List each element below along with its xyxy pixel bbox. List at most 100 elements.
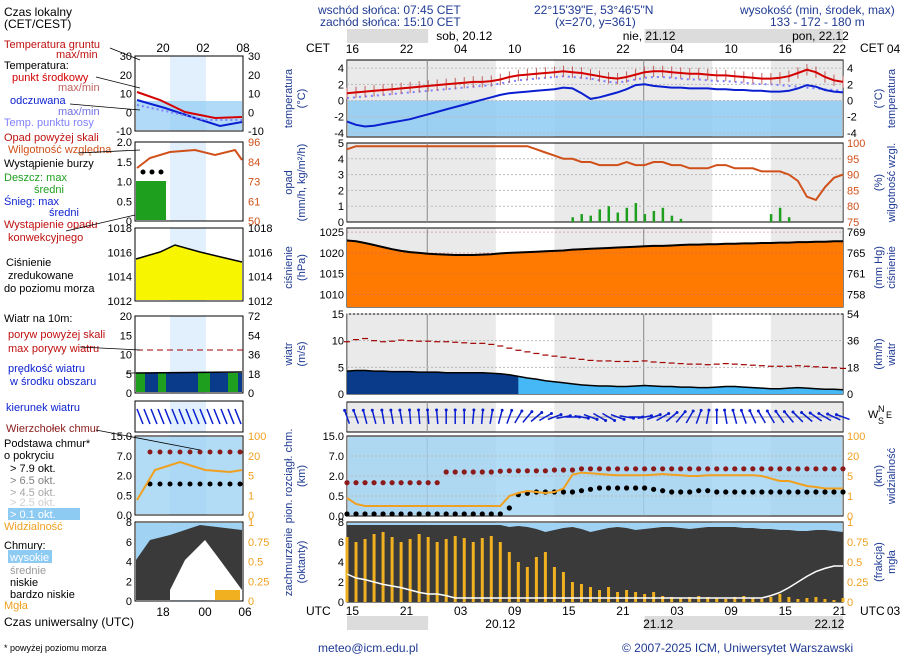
wind-arrow: [530, 411, 543, 423]
low-cloud-bar: [489, 536, 493, 602]
cet-tick: 22: [400, 42, 414, 56]
right-tick-label: 758: [847, 290, 865, 302]
left-tick-label: 1: [338, 201, 344, 213]
low-cloud-bar: [742, 596, 746, 602]
legend-wind-arrow: [220, 408, 228, 425]
utc-tick: 09: [508, 604, 522, 618]
wind-arrow: [610, 413, 625, 421]
legend-base-79: > 7.9 okt.: [10, 463, 56, 475]
cloud-base-dot: [795, 489, 801, 495]
cloud-top-dot: [524, 468, 530, 474]
legend-right-tick: 54: [248, 330, 260, 342]
legend-right-tick: 1016: [248, 247, 272, 259]
legend-base-title: Podstawa chmur*: [4, 438, 91, 450]
low-cloud-bar: [390, 537, 394, 602]
legend-cloud-top: Wierzchołek chmur: [6, 423, 100, 435]
legend-top-dot: [207, 449, 213, 455]
night-band-wind-2: [770, 314, 843, 394]
legend-temp-label: Temperatura:: [4, 60, 69, 72]
right-tick-label: 90: [847, 170, 859, 182]
legend-wind-band: [136, 373, 145, 392]
legend-pressure-area: [136, 245, 242, 300]
legend-wind-arrow: [143, 408, 151, 425]
cloud-base-dot: [434, 511, 440, 517]
cloud-base-dot: [813, 489, 819, 495]
legend-left-tick: 15.0: [111, 431, 132, 443]
wind-arrow: [514, 410, 523, 424]
rain-bar: [778, 207, 782, 222]
contact-email[interactable]: meteo@icm.edu.pl: [318, 641, 419, 655]
low-cloud-bar: [363, 539, 367, 602]
cloud-base-dot: [353, 511, 359, 517]
wind-arrow-head: [462, 408, 466, 412]
legend-ground-temp-range: max/min: [56, 49, 98, 61]
legend-base-01-bg: [8, 508, 80, 520]
wind-arrow-head: [352, 408, 356, 412]
wind-arrow: [390, 409, 395, 425]
legend-left-tick: 1.0: [117, 177, 132, 189]
cloud-base-dot: [741, 489, 747, 495]
humidity-line: [346, 145, 844, 202]
low-cloud-bar: [561, 572, 565, 602]
legend-local-time-title: (CET/CEST): [4, 17, 71, 31]
low-cloud-bar: [805, 598, 809, 602]
legend-precip-over: Opad powyżej skali: [4, 132, 99, 144]
cloud-base-dot: [759, 489, 765, 495]
legend-wind-arrow: [150, 408, 158, 425]
legend-rain-bars: [136, 181, 166, 220]
legend-right-tick: 1: [248, 517, 254, 529]
legend-left-tick: 10: [120, 350, 132, 362]
low-cloud-bar: [516, 562, 520, 602]
cloud-top-dot: [632, 466, 639, 472]
rain-bar: [580, 214, 583, 222]
left-tick-label: 2: [338, 185, 344, 197]
cloud-base-dot: [407, 511, 413, 517]
wind-arrow-head: [481, 408, 485, 412]
right-tick-label: 18: [847, 362, 859, 374]
panel-title-right: widzialność: [886, 447, 898, 505]
right-tick-label: 0.25: [847, 577, 868, 589]
pressure-line: [346, 239, 843, 256]
legend-right-tick: 30: [248, 51, 260, 63]
wind-arrow-head: [520, 409, 524, 413]
low-cloud-bar: [688, 597, 692, 602]
legend-storm-dot: [149, 169, 155, 175]
wind-arrow-head: [530, 410, 534, 414]
legend-feels-line: [136, 99, 243, 128]
legend-right-tick: 0: [248, 388, 254, 400]
panel-title-left: opad: [283, 170, 295, 194]
utc-tick: 15: [346, 604, 360, 618]
wind-arrow: [749, 410, 757, 424]
cloud-base-dot: [479, 511, 485, 517]
wind-arrow-head: [472, 408, 476, 412]
cloud-base-dot: [443, 511, 449, 517]
wind-arrow: [723, 409, 728, 425]
wind-arrow-head: [715, 408, 719, 412]
cloud-base-dot: [632, 485, 639, 491]
right-tick-label: 0: [847, 389, 853, 401]
night-band-precip-1: [554, 143, 713, 222]
legend-right-tick: 0: [248, 510, 254, 522]
legend-base-dot: [217, 481, 223, 487]
cloud-top-dot: [497, 468, 503, 474]
left-tick-label: 1010: [320, 290, 344, 302]
legend-top-dot: [147, 449, 153, 455]
legend-left-tick: 20: [120, 311, 132, 323]
low-cloud-bar: [462, 538, 466, 602]
right-tick-label: 75: [847, 217, 859, 229]
sunrise-text: wschód słońca: 07:45 CET: [318, 3, 461, 17]
left-tick-label: 0: [338, 96, 344, 108]
wind-arrow-head: [604, 419, 608, 422]
legend-base-dot: [197, 481, 203, 487]
cloud-base-dot: [651, 486, 657, 492]
right-tick-label: 100: [847, 138, 865, 150]
low-cloud-bar: [588, 587, 592, 602]
rain-bar: [634, 203, 638, 222]
low-cloud-bar: [543, 552, 547, 602]
utc-tick: 21: [833, 604, 847, 618]
wind-arrow: [574, 415, 589, 419]
cet-tick: 10: [724, 42, 738, 56]
legend-feels-range: max/min: [58, 106, 100, 118]
rain-bar: [670, 215, 674, 222]
panel-title-right: wilgotność wzgl.: [886, 143, 898, 223]
